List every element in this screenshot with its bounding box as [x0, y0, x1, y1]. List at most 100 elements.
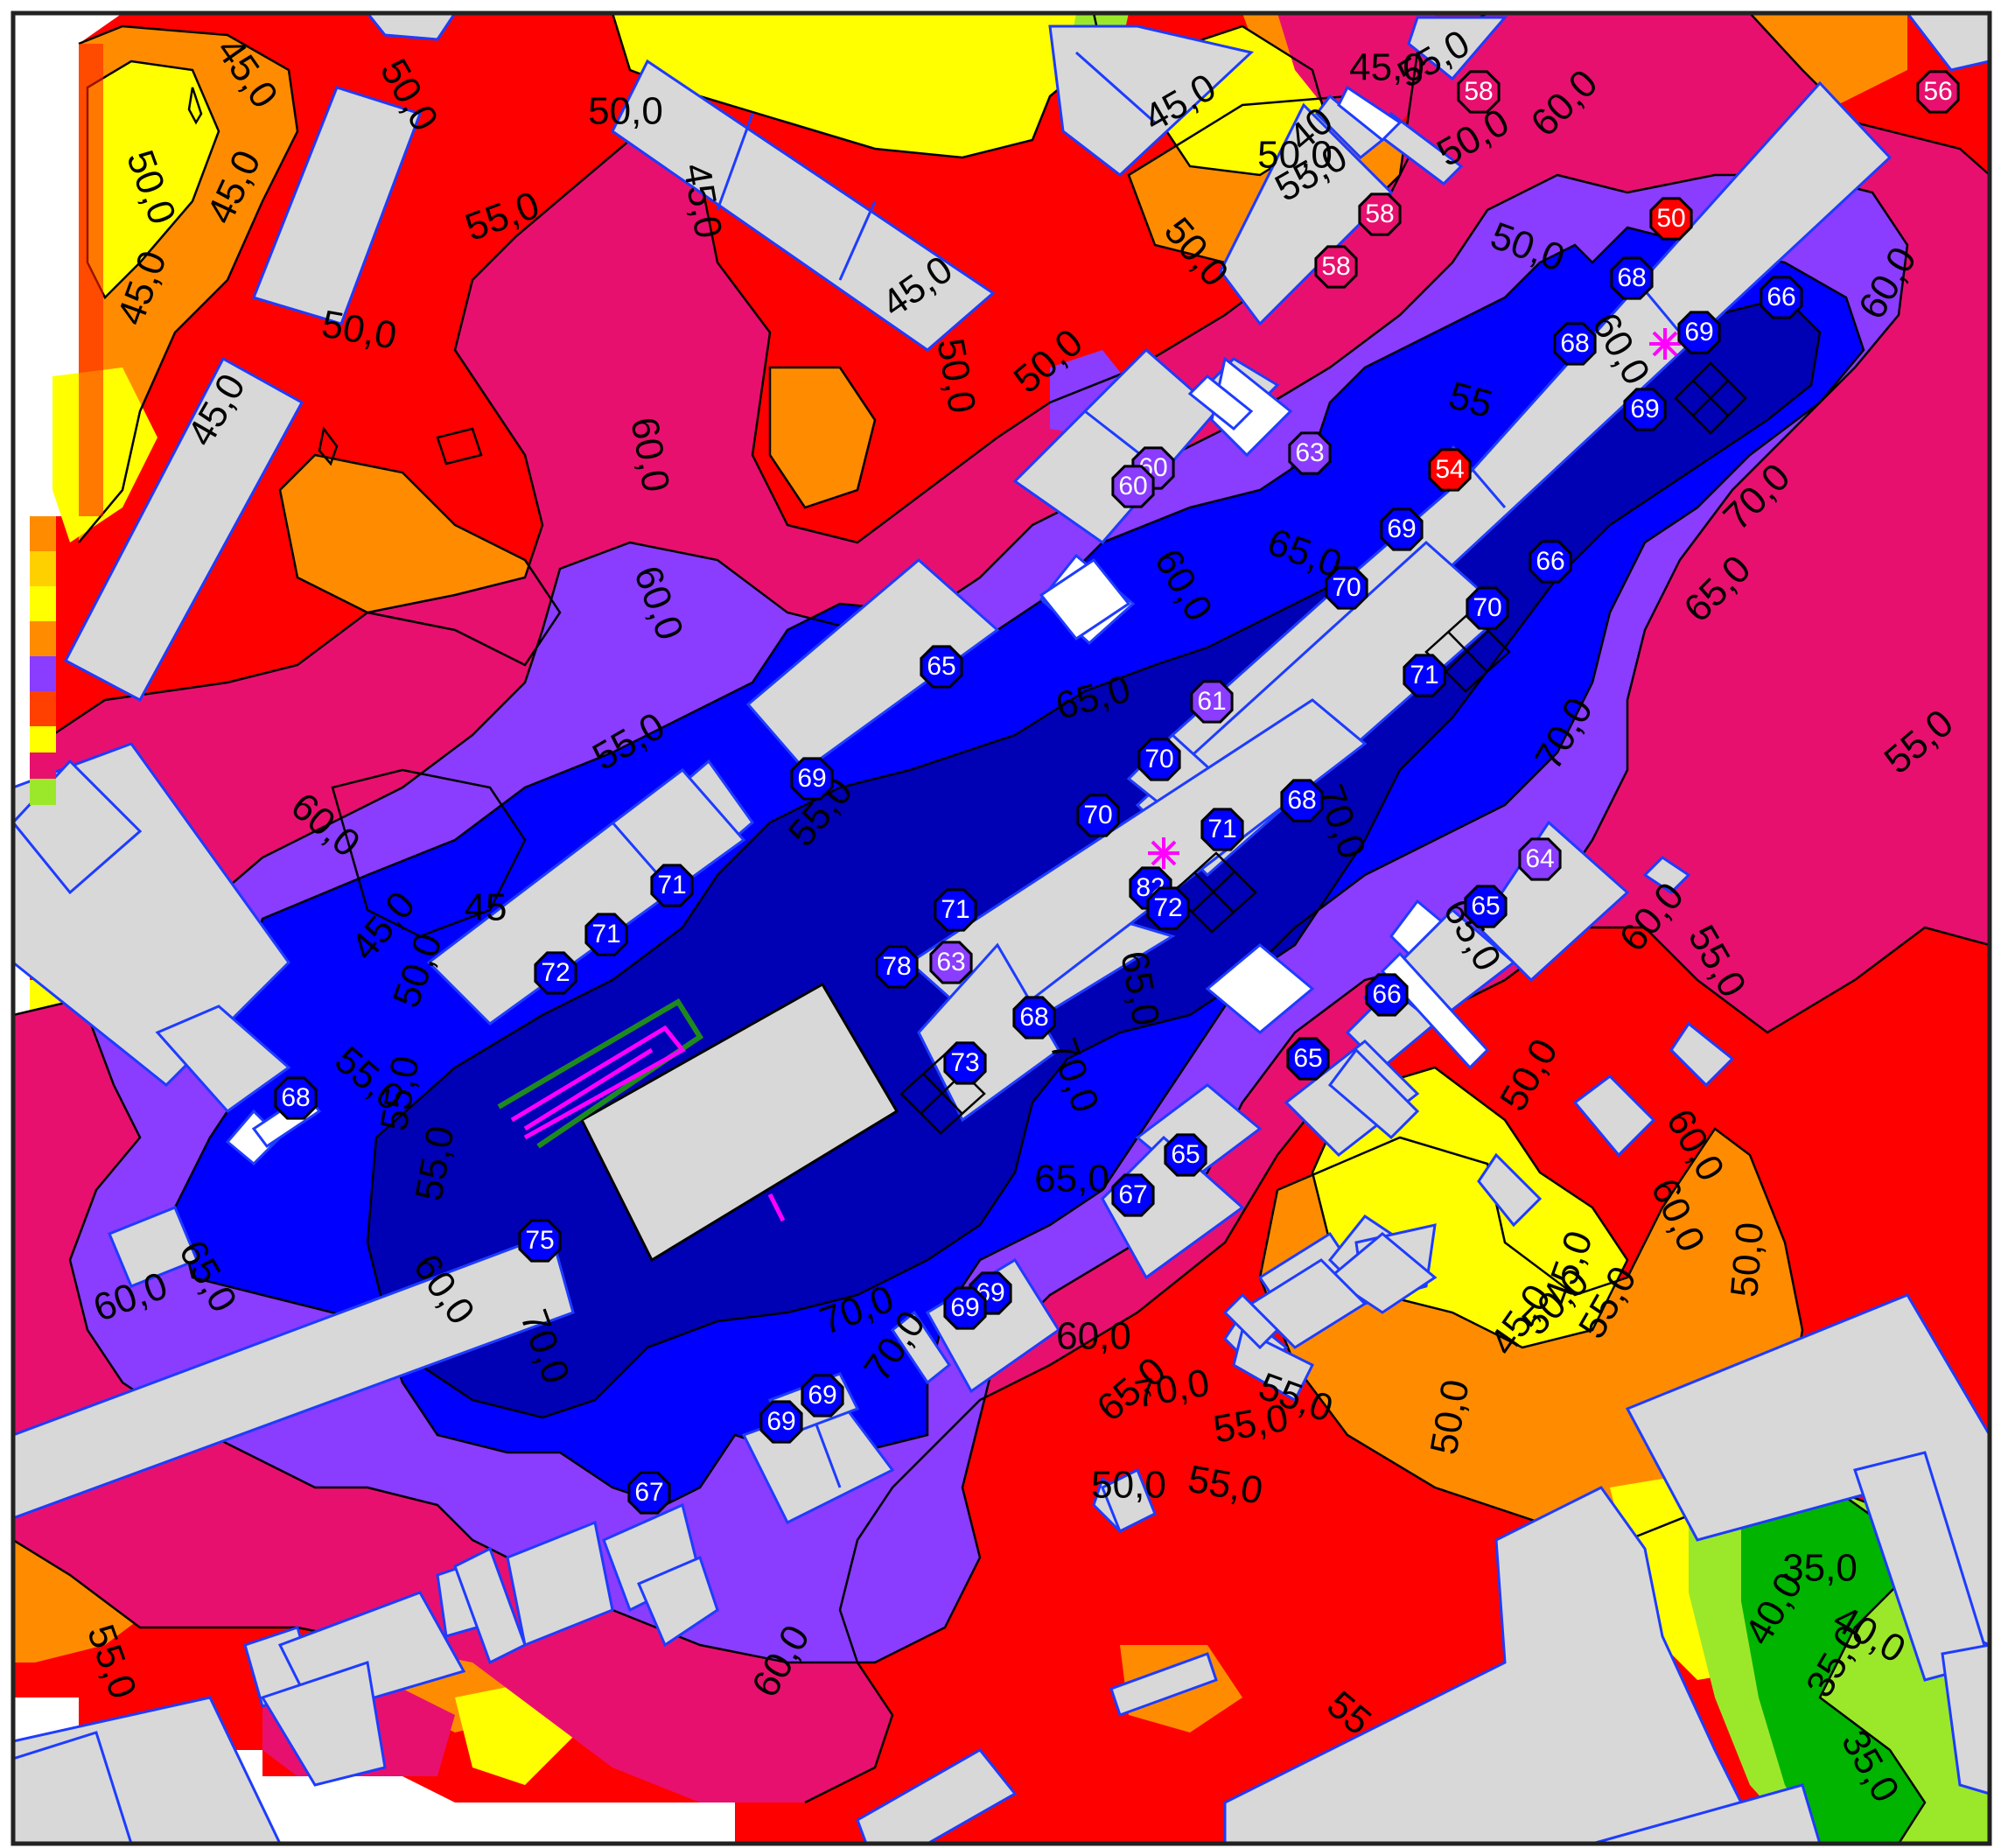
receiver-point[interactable]: 71 — [650, 864, 694, 907]
receiver-point[interactable]: 60 — [1111, 465, 1155, 508]
receiver-marker — [1623, 388, 1667, 431]
receiver-point[interactable]: 75 — [518, 1219, 562, 1263]
receiver-point[interactable]: 71 — [1403, 654, 1446, 697]
building-divider — [716, 113, 754, 211]
striped-structure — [1337, 85, 1403, 143]
receiver-point[interactable]: 68 — [1280, 779, 1324, 822]
receiver-marker — [943, 1286, 987, 1330]
receiver-point[interactable]: 69 — [1623, 388, 1667, 431]
building — [611, 59, 996, 352]
receiver-point[interactable]: 70 — [1466, 586, 1509, 630]
building — [1642, 856, 1691, 894]
building — [1906, 13, 1990, 72]
receiver-value: 71 — [1410, 661, 1438, 690]
receiver-value: 64 — [1525, 844, 1554, 873]
receiver-point[interactable]: 68 — [1012, 996, 1056, 1040]
receiver-point[interactable]: 69 — [1677, 311, 1721, 354]
receiver-point[interactable]: 56 — [1916, 70, 1960, 114]
receiver-point[interactable]: 66 — [1529, 540, 1572, 584]
building — [1109, 1652, 1218, 1717]
contour-label: 50,0 — [1257, 134, 1333, 177]
receiver-marker — [1380, 508, 1424, 551]
building — [1327, 1047, 1420, 1140]
receiver-point[interactable]: 67 — [1111, 1173, 1155, 1217]
receiver-point[interactable]: 63 — [929, 941, 973, 984]
receiver-value: 69 — [1684, 318, 1713, 346]
receiver-point[interactable]: 71 — [1200, 808, 1244, 851]
map-frame — [10, 10, 1992, 1846]
receiver-value: 58 — [1464, 77, 1493, 106]
building — [1219, 102, 1394, 326]
receiver-points: 58 56585850686966686960606354696670707165… — [274, 70, 1960, 1515]
receiver-point[interactable]: 67 — [627, 1471, 671, 1515]
receiver-point[interactable]: 69 — [943, 1286, 987, 1330]
receiver-marker — [1553, 322, 1597, 366]
receiver-value: 69 — [1630, 395, 1659, 424]
receiver-point[interactable]: 69 — [1380, 508, 1424, 551]
receiver-point[interactable]: 70 — [1076, 794, 1120, 837]
receiver-point[interactable]: 61 — [1190, 680, 1234, 724]
contour-line-50 — [768, 366, 877, 509]
receiver-value: 70 — [1332, 573, 1361, 602]
receiver-point[interactable]: 66 — [1760, 276, 1803, 319]
receiver-point[interactable]: 54 — [1428, 448, 1472, 492]
receiver-point[interactable]: 66 — [1365, 973, 1409, 1017]
building — [1249, 1258, 1368, 1349]
building — [1592, 1783, 1822, 1844]
building — [453, 1546, 527, 1665]
receiver-point[interactable]: 58 — [1314, 245, 1358, 289]
ramp-outline — [497, 998, 786, 1222]
receiver-marker — [274, 1076, 318, 1120]
receiver-point[interactable]: 72 — [534, 951, 577, 995]
receiver-point[interactable]: 65 — [1164, 1133, 1207, 1177]
receiver-marker — [1358, 192, 1402, 236]
receiver-value: 54 — [1435, 455, 1464, 484]
receiver-point[interactable]: 72 — [1146, 886, 1190, 930]
receiver-marker — [1760, 276, 1803, 319]
building-divider — [1075, 51, 1156, 124]
receiver-point[interactable]: 73 — [943, 1041, 987, 1085]
receiver-value: 69 — [950, 1293, 979, 1322]
receiver-point[interactable]: 64 — [1518, 837, 1562, 881]
receiver-point[interactable]: 65 — [1286, 1037, 1330, 1081]
building — [155, 1004, 291, 1114]
contour-line-50 — [331, 768, 527, 938]
receiver-point[interactable]: 70 — [1325, 566, 1368, 610]
receiver-point[interactable]: 71 — [584, 913, 628, 956]
receiver-point[interactable]: 58 — [1358, 192, 1402, 236]
receiver-value: 68 — [1019, 1003, 1048, 1032]
receiver-value: 75 — [525, 1226, 554, 1255]
receiver-point[interactable]: 70 — [1137, 738, 1181, 781]
receiver-point[interactable]: 78 — [875, 945, 919, 989]
receiver-point[interactable]: 65 — [920, 645, 963, 689]
receiver-point[interactable]: 68 — [274, 1076, 318, 1120]
receiver-marker — [1146, 886, 1190, 930]
contour-label: 60,0 — [1056, 1315, 1131, 1358]
source-markers — [1148, 328, 1681, 869]
building — [506, 1520, 614, 1648]
receiver-point[interactable]: 71 — [934, 888, 977, 932]
receiver-point[interactable]: 69 — [759, 1400, 803, 1444]
receiver-point[interactable]: 68 — [1553, 322, 1597, 366]
band-50 — [770, 368, 875, 508]
receiver-point[interactable]: 65 — [1464, 885, 1508, 928]
contour-line-50 — [278, 453, 562, 667]
contour-label: 50,0 — [588, 90, 663, 133]
receiver-value: 78 — [882, 952, 911, 981]
receiver-point[interactable]: 58 — [1457, 70, 1501, 114]
receiver-marker — [1111, 465, 1155, 508]
receiver-point[interactable]: 63 — [1288, 431, 1332, 475]
receiver-marker — [759, 1400, 803, 1444]
receiver-point[interactable]: 69 — [801, 1374, 844, 1418]
receiver-value: 67 — [634, 1478, 663, 1507]
receiver-marker — [1164, 1133, 1207, 1177]
ramp-outline-magenta — [523, 1047, 654, 1131]
contour-line-50 — [1258, 1127, 1804, 1542]
receiver-point[interactable]: 50 — [1649, 197, 1693, 241]
building — [1222, 1292, 1280, 1350]
receiver-point[interactable]: 68 — [1610, 256, 1654, 300]
receiver-value: 71 — [591, 920, 620, 948]
building-divider — [812, 1417, 842, 1488]
receiver-point[interactable]: 69 — [790, 757, 834, 801]
